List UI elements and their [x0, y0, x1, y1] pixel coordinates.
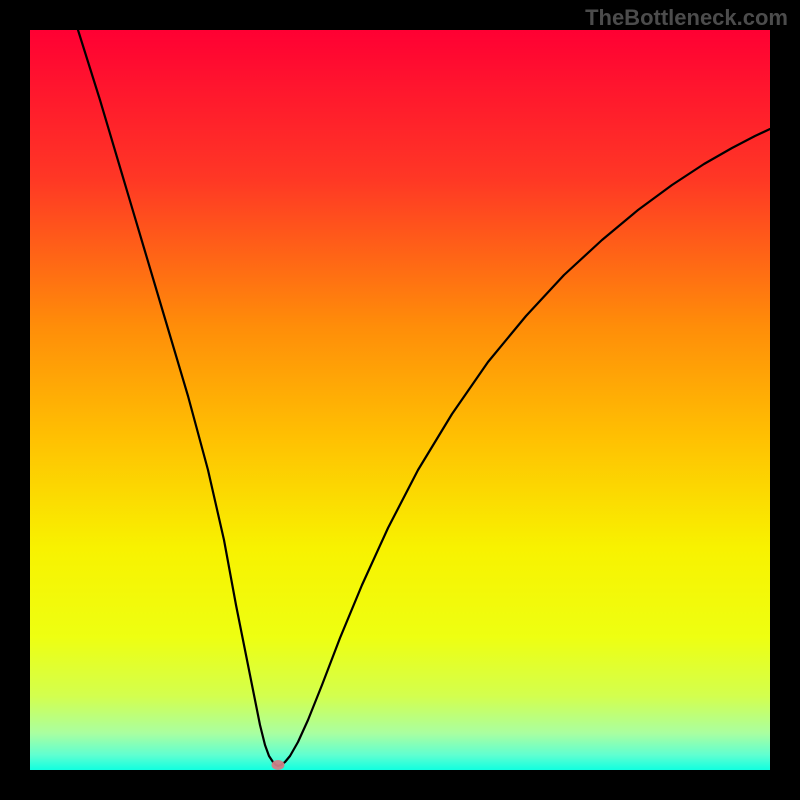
watermark-text: TheBottleneck.com [585, 5, 788, 31]
chart-container: TheBottleneck.com [0, 0, 800, 800]
chart-plot-background [30, 30, 770, 770]
bottleneck-chart [0, 0, 800, 800]
optimal-point-marker [272, 760, 285, 770]
